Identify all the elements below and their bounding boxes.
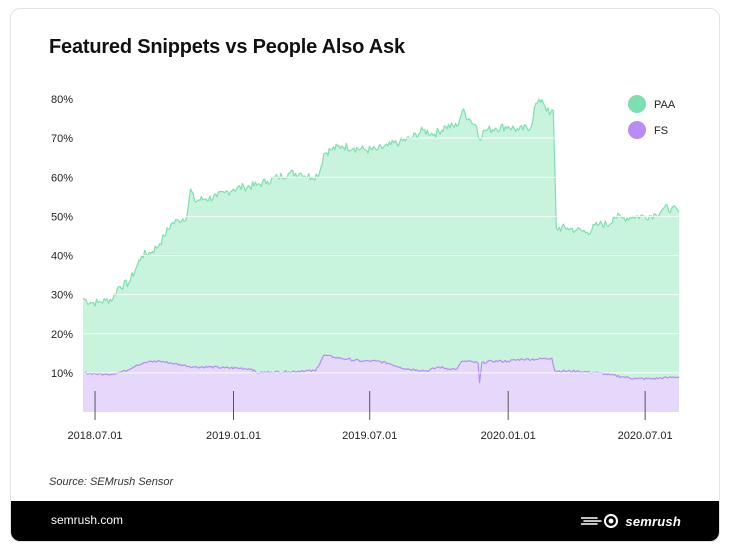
legend-label-fs: FS — [654, 125, 668, 137]
x-tick-label: 2019.01.01 — [206, 430, 261, 442]
series-area-fs — [83, 354, 679, 412]
footer-site-link[interactable]: semrush.com — [51, 513, 124, 527]
y-tick-label: 70% — [51, 133, 73, 145]
chart: 10% 20% 30% 40% 50% 60% 70% 80% 2018.07.01 2019.… — [51, 94, 680, 442]
footer-bar: semrush.com semrush — [11, 501, 719, 541]
gridlines — [83, 98, 679, 374]
chart-card: Featured Snippets vs People Also Ask 10%… — [10, 8, 720, 542]
y-axis: 10% 20% 30% 40% 50% 60% 70% 80% — [51, 94, 73, 380]
series-line-fs — [82, 354, 680, 384]
y-tick-label: 40% — [51, 251, 73, 263]
y-tick-label: 80% — [51, 94, 73, 106]
y-tick-label: 20% — [51, 329, 73, 341]
semrush-fireball-icon — [581, 514, 619, 528]
x-axis: 2018.07.01 2019.01.01 2019.07.01 2020.01.01… — [68, 391, 673, 442]
legend-label-paa: PAA — [654, 99, 676, 111]
series-line-paa — [82, 97, 680, 307]
x-tick-label: 2019.07.01 — [342, 430, 397, 442]
brand-name: semrush — [625, 513, 681, 529]
x-tick-label: 2018.07.01 — [68, 430, 123, 442]
x-tick-label: 2020.07.01 — [618, 430, 673, 442]
legend-swatch-fs — [628, 121, 646, 139]
y-tick-label: 50% — [51, 211, 73, 223]
y-tick-label: 30% — [51, 290, 73, 302]
y-tick-label: 10% — [51, 368, 73, 380]
legend-swatch-paa — [628, 95, 646, 113]
x-tick-label: 2020.01.01 — [481, 430, 536, 442]
y-tick-label: 60% — [51, 172, 73, 184]
legend: PAA FS — [628, 95, 676, 139]
chart-title: Featured Snippets vs People Also Ask — [49, 36, 405, 58]
brand-logo: semrush — [581, 512, 681, 530]
source-note: Source: SEMrush Sensor — [49, 476, 174, 488]
